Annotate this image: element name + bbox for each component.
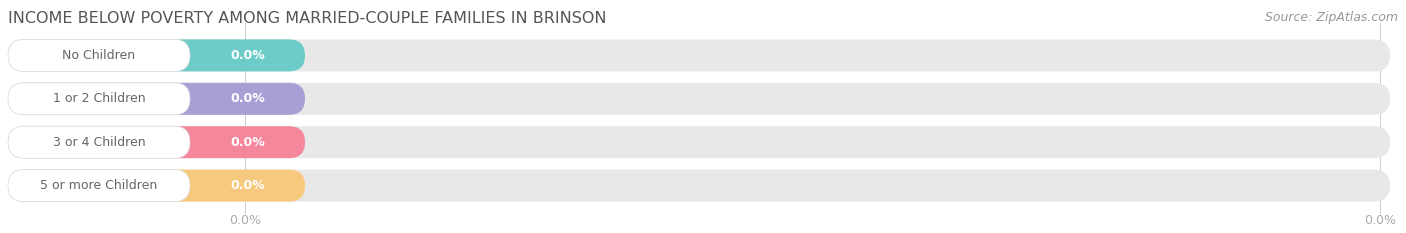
Text: INCOME BELOW POVERTY AMONG MARRIED-COUPLE FAMILIES IN BRINSON: INCOME BELOW POVERTY AMONG MARRIED-COUPL… [8,11,606,26]
FancyBboxPatch shape [8,39,190,71]
Text: 0.0%: 0.0% [231,49,264,62]
Text: 0.0%: 0.0% [231,179,264,192]
Text: No Children: No Children [62,49,135,62]
FancyBboxPatch shape [8,39,1391,71]
Text: 0.0%: 0.0% [229,215,262,227]
FancyBboxPatch shape [8,170,1391,202]
Text: 0.0%: 0.0% [231,136,264,149]
FancyBboxPatch shape [8,83,190,115]
Text: 1 or 2 Children: 1 or 2 Children [52,92,145,105]
FancyBboxPatch shape [8,170,305,202]
Text: 0.0%: 0.0% [231,92,264,105]
Text: Source: ZipAtlas.com: Source: ZipAtlas.com [1265,11,1398,24]
FancyBboxPatch shape [8,83,305,115]
FancyBboxPatch shape [8,126,190,158]
FancyBboxPatch shape [8,39,305,71]
Text: 3 or 4 Children: 3 or 4 Children [52,136,145,149]
Text: 0.0%: 0.0% [1364,215,1396,227]
FancyBboxPatch shape [8,170,190,202]
FancyBboxPatch shape [8,126,305,158]
FancyBboxPatch shape [8,126,1391,158]
FancyBboxPatch shape [8,83,1391,115]
Text: 5 or more Children: 5 or more Children [41,179,157,192]
